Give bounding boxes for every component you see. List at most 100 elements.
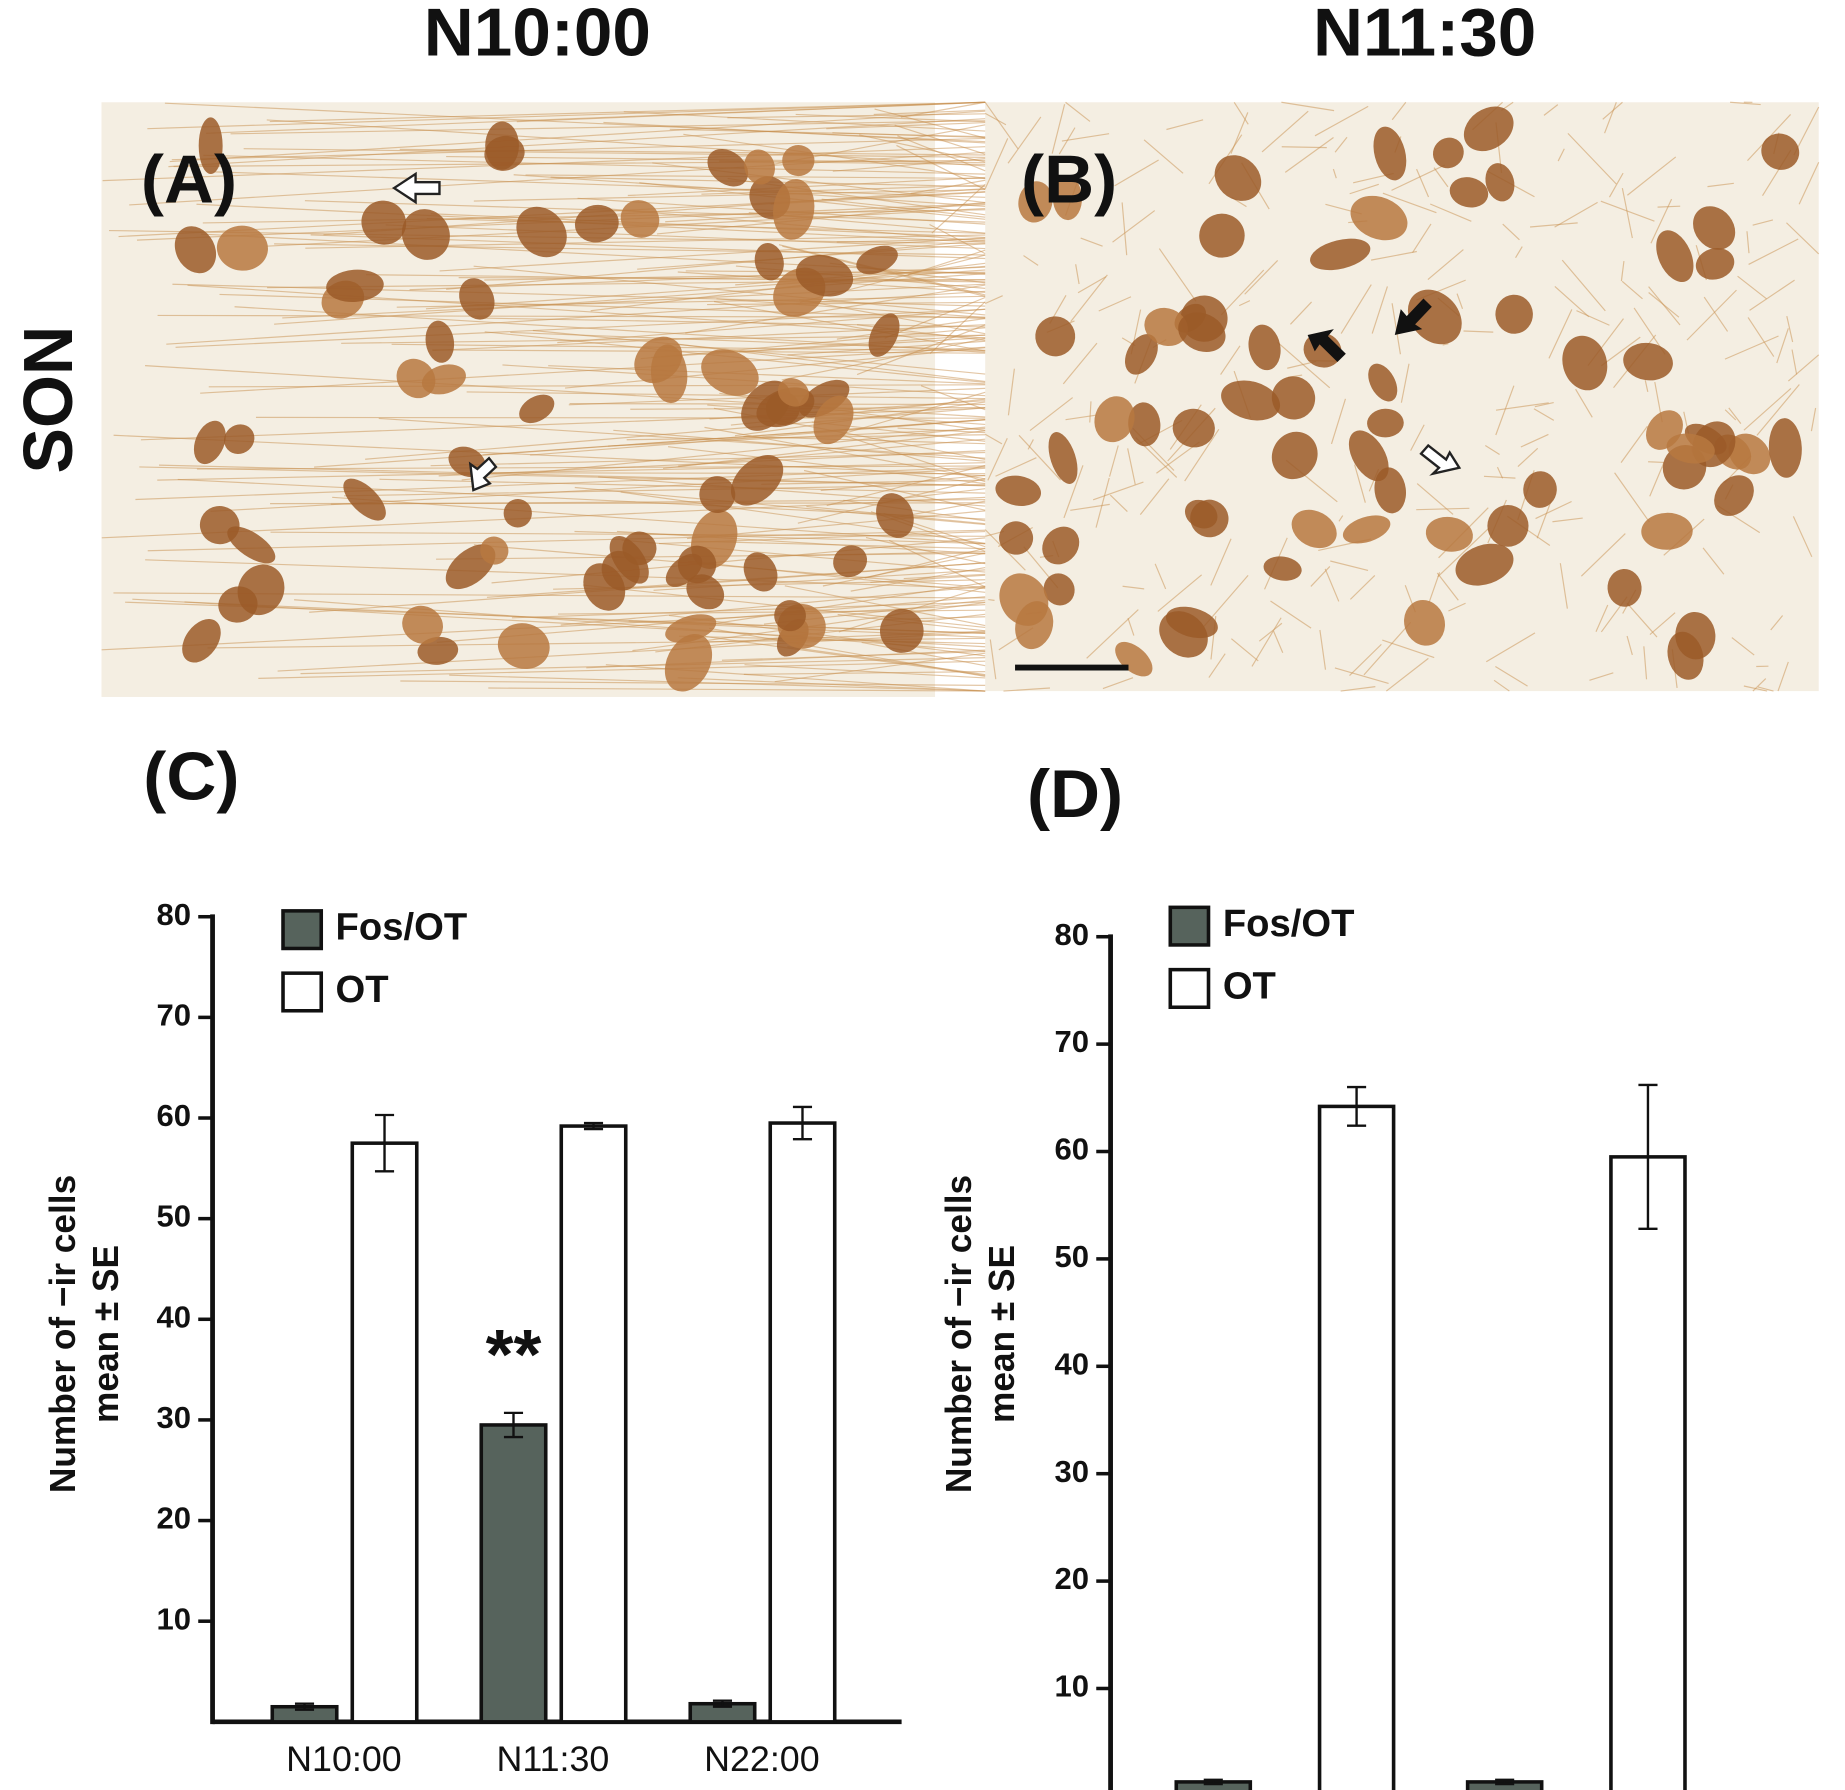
panel-label: (A) [141, 141, 237, 217]
cell [782, 145, 815, 177]
cell [1342, 515, 1391, 544]
cell [1048, 432, 1078, 484]
fiber [473, 265, 986, 316]
cell [833, 545, 868, 578]
fiber [1657, 205, 1681, 208]
fiber [1496, 466, 1504, 479]
fiber [910, 179, 986, 195]
fiber [158, 464, 986, 487]
fiber [1731, 637, 1755, 656]
fiber [266, 119, 986, 167]
fiber [258, 660, 986, 679]
fiber [677, 677, 986, 692]
fiber [1070, 503, 1110, 511]
panel-label: (D) [1027, 756, 1123, 832]
fiber [1122, 585, 1145, 590]
fiber [1281, 101, 1335, 112]
fiber [1648, 461, 1665, 464]
fiber [1608, 172, 1624, 198]
cell [730, 454, 784, 506]
fiber [667, 446, 986, 485]
fiber [1786, 315, 1794, 343]
fiber [984, 112, 1007, 126]
fiber [1029, 397, 1074, 432]
fiber [1724, 409, 1737, 421]
fiber [1648, 286, 1681, 326]
fiber [623, 111, 986, 132]
cell [1455, 543, 1514, 586]
fiber [1349, 643, 1382, 677]
fiber [1707, 182, 1734, 188]
fiber [1559, 563, 1568, 609]
fiber [727, 113, 986, 119]
cell [1623, 342, 1673, 381]
cell [1404, 600, 1446, 646]
fiber [1747, 317, 1775, 357]
fiber [1363, 621, 1412, 676]
fiber [1791, 349, 1798, 375]
fiber [1485, 632, 1536, 663]
fiber [1370, 250, 1417, 261]
fiber [169, 110, 986, 163]
fiber [168, 118, 986, 168]
cell [516, 206, 567, 258]
fiber [243, 148, 986, 158]
fiber [795, 113, 986, 123]
fiber [1752, 219, 1774, 226]
fiber [1184, 429, 1220, 482]
fiber [558, 609, 986, 615]
fiber [145, 559, 986, 590]
fiber [1330, 398, 1347, 445]
fiber [1743, 387, 1792, 431]
cell [1214, 155, 1262, 201]
fiber [1416, 168, 1430, 198]
fiber [668, 614, 986, 657]
fiber [900, 101, 986, 118]
fiber [1371, 286, 1388, 334]
fiber [157, 462, 986, 481]
legend-swatch [1168, 905, 1211, 947]
fiber [1543, 104, 1559, 116]
fiber [473, 188, 986, 202]
cell [795, 255, 854, 297]
fiber [166, 290, 986, 345]
fiber [1493, 679, 1510, 692]
fiber [620, 491, 986, 544]
cell [1199, 213, 1245, 258]
fiber [1557, 148, 1565, 162]
cell [1523, 471, 1557, 508]
fiber [1391, 101, 1407, 121]
closed-arrow [1307, 329, 1346, 362]
cell [224, 424, 255, 454]
fiber [1776, 328, 1789, 364]
y-tick-label: 50 [1055, 1239, 1090, 1274]
fiber [1080, 237, 1103, 247]
fiber [865, 537, 986, 565]
fiber [173, 159, 986, 168]
fiber [1314, 105, 1369, 137]
fiber [678, 438, 986, 467]
fiber [995, 457, 1037, 477]
fiber [1787, 354, 1820, 382]
fiber [1600, 336, 1641, 367]
fiber [1702, 547, 1725, 575]
fiber [870, 574, 986, 584]
fiber [135, 466, 986, 501]
fiber [432, 349, 986, 354]
fiber [1154, 563, 1167, 590]
cell [343, 478, 386, 521]
cell [1695, 247, 1735, 280]
fiber [873, 109, 986, 116]
fiber [476, 317, 986, 328]
cell [664, 633, 713, 692]
fiber [466, 391, 986, 400]
fiber [1728, 407, 1742, 424]
fiber [1210, 538, 1232, 586]
fiber [1416, 507, 1470, 511]
cell [425, 320, 455, 363]
y-tick-label: 20 [157, 1501, 192, 1536]
fiber [1756, 384, 1800, 436]
fiber [1428, 572, 1441, 603]
